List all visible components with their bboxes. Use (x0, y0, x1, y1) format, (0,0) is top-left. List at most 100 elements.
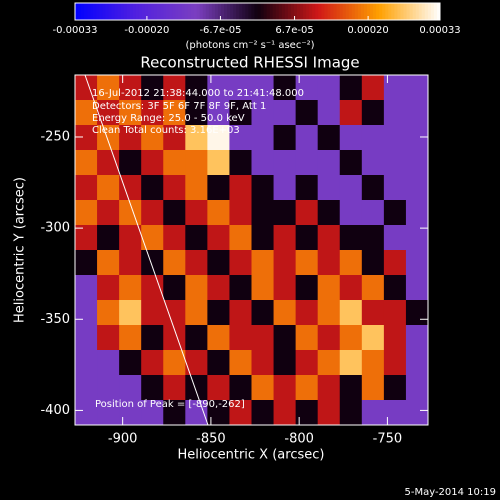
colorbar-segment (281, 3, 286, 20)
colorbar-segment (230, 3, 234, 20)
colorbar-segment (290, 3, 295, 20)
cell (141, 200, 164, 226)
cell (295, 375, 319, 401)
cell (339, 400, 363, 426)
cell (295, 275, 319, 301)
cell (251, 350, 275, 376)
colorbar-segment (373, 3, 377, 20)
colorbar-segment (321, 3, 325, 20)
cell (207, 350, 230, 376)
cell (75, 125, 98, 151)
cell (317, 350, 341, 376)
cell (295, 175, 319, 201)
colorbar-tick-label: 0.00020 (347, 25, 388, 36)
cell (163, 200, 186, 226)
cell (141, 375, 164, 401)
cell (317, 250, 341, 276)
cell (75, 250, 98, 276)
x-tick-label: -850 (196, 432, 226, 447)
cell (163, 150, 186, 176)
cell (163, 75, 186, 101)
cell (185, 150, 208, 176)
cell (405, 350, 429, 376)
colorbar-segment (181, 3, 185, 20)
cell (295, 325, 319, 351)
cell (229, 75, 252, 101)
cell (273, 250, 297, 276)
cell (251, 250, 275, 276)
cell (361, 375, 385, 401)
colorbar-segment (406, 3, 411, 20)
colorbar-segment (418, 3, 423, 20)
colorbar-segment (236, 3, 240, 20)
cell (383, 175, 407, 201)
colorbar-segment (376, 3, 380, 20)
cell (97, 75, 120, 101)
cell (251, 100, 275, 126)
colorbar-tick-label: -0.00020 (124, 25, 169, 36)
colorbar-segment (306, 3, 310, 20)
cell (251, 200, 275, 226)
cell (361, 150, 385, 176)
colorbar-segment (315, 3, 319, 20)
colorbar-segment (87, 3, 91, 20)
cell (295, 400, 319, 426)
cell (75, 175, 98, 201)
colorbar-segment (354, 3, 359, 20)
cell (273, 225, 297, 251)
colorbar-segment (436, 3, 441, 20)
footer: 5-May-2014 10:19 (404, 487, 496, 498)
cell (141, 75, 164, 101)
cell (317, 175, 341, 201)
cell (383, 250, 407, 276)
cell (97, 125, 120, 151)
cell (97, 175, 120, 201)
colorbar-segment (360, 3, 365, 20)
cell (383, 350, 407, 376)
plot-frame (74, 74, 429, 426)
cell (229, 325, 252, 351)
colorbar-segment (266, 3, 271, 20)
cell (339, 375, 363, 401)
cell (251, 325, 275, 351)
colorbar-segment (224, 3, 228, 20)
cell (339, 225, 363, 251)
colorbar-segment (333, 3, 338, 20)
cell (295, 150, 319, 176)
cell (141, 300, 164, 326)
y-tick-label: -350 (40, 312, 70, 327)
colorbar-segment (263, 3, 268, 20)
cell (273, 200, 297, 226)
cell (75, 350, 98, 376)
cell (75, 300, 98, 326)
cell (119, 250, 142, 276)
colorbar-segment (163, 3, 167, 20)
heatmap (75, 75, 429, 426)
colorbar-segment (415, 3, 420, 20)
colorbar-segment (327, 3, 331, 20)
cell (383, 125, 407, 151)
cell (273, 400, 297, 426)
cell (185, 250, 208, 276)
cell (251, 175, 275, 201)
cell (97, 375, 120, 401)
cell (119, 100, 142, 126)
colorbar-segment (75, 3, 79, 20)
cell (383, 300, 407, 326)
cell (339, 250, 363, 276)
cell (141, 350, 164, 376)
cell (405, 275, 429, 301)
annotation: 16-Jul-2012 21:38:44.000 to 21:41:48.000 (92, 88, 304, 99)
cell (163, 225, 186, 251)
cell (405, 300, 429, 326)
cell (317, 275, 341, 301)
cell (163, 375, 186, 401)
cell (229, 400, 252, 426)
cell (405, 250, 429, 276)
colorbar-segment (193, 3, 198, 20)
cell (295, 225, 319, 251)
colorbar-segment (397, 3, 401, 20)
colorbar-segment (175, 3, 179, 20)
cell (405, 225, 429, 251)
